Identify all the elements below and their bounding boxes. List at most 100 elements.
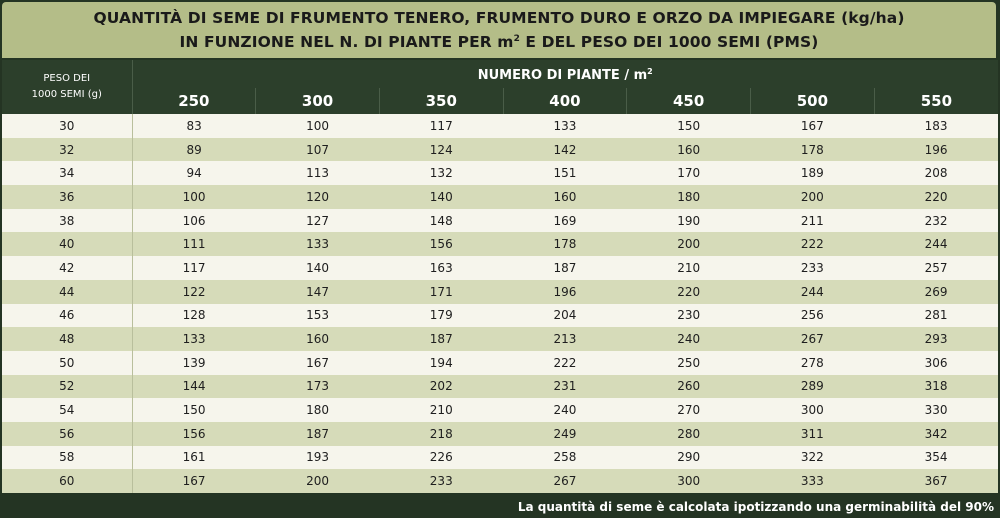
- value-cell: 333: [750, 469, 875, 493]
- table-row: 56 156 187 218 249 280 311 342: [2, 421, 998, 446]
- value-cell: 140: [255, 256, 380, 280]
- col-group-label: NUMERO DI PIANTE / m: [477, 68, 648, 83]
- value-cell: 200: [750, 185, 875, 209]
- value-cell: 167: [750, 114, 875, 138]
- value-cell: 210: [379, 398, 504, 422]
- value-cell: 269: [874, 279, 998, 304]
- value-cell: 240: [503, 398, 627, 422]
- value-cell: 193: [255, 445, 380, 470]
- value-cell: 196: [503, 279, 627, 304]
- table-row: 38 106 127 148 169 190 211 232: [2, 208, 998, 233]
- value-cell: 180: [626, 185, 751, 209]
- value-cell: 293: [874, 327, 998, 351]
- value-cell: 249: [503, 421, 627, 446]
- column-header: 450: [626, 88, 751, 114]
- value-cell: 117: [132, 256, 256, 280]
- column-header: 500: [750, 88, 875, 114]
- peso-cell: 58: [2, 445, 133, 470]
- value-cell: 133: [503, 114, 627, 138]
- title-box: QUANTITÀ DI SEME DI FRUMENTO TENERO, FRU…: [2, 2, 996, 58]
- value-cell: 187: [255, 421, 380, 446]
- value-cell: 160: [626, 137, 751, 162]
- value-cell: 142: [503, 137, 627, 162]
- peso-cell: 44: [2, 279, 133, 304]
- value-cell: 270: [626, 398, 751, 422]
- value-cell: 117: [379, 114, 504, 138]
- value-cell: 156: [379, 232, 504, 257]
- value-cell: 210: [626, 256, 751, 280]
- row-header-peso: PESO DEI 1000 SEMI (g): [2, 60, 133, 114]
- col-group-sup: 2: [647, 67, 653, 76]
- value-cell: 231: [503, 374, 627, 399]
- column-header: 550: [873, 88, 998, 114]
- value-cell: 89: [132, 137, 256, 162]
- value-cell: 127: [255, 208, 380, 233]
- peso-cell: 56: [2, 421, 133, 446]
- peso-cell: 30: [2, 114, 133, 138]
- value-cell: 300: [750, 398, 875, 422]
- value-cell: 187: [503, 256, 627, 280]
- value-cell: 208: [874, 161, 998, 186]
- value-cell: 107: [255, 137, 380, 162]
- value-cell: 187: [379, 327, 504, 351]
- table-row: 44 122 147 171 196 220 244 269: [2, 279, 998, 304]
- value-cell: 200: [626, 232, 751, 257]
- value-cell: 190: [626, 208, 751, 233]
- value-cell: 233: [379, 469, 504, 493]
- value-cell: 183: [874, 114, 998, 138]
- value-cell: 367: [874, 469, 998, 493]
- value-cell: 169: [503, 208, 627, 233]
- column-header: 300: [255, 88, 380, 114]
- value-cell: 153: [255, 303, 380, 328]
- value-cell: 244: [874, 232, 998, 257]
- value-cell: 133: [132, 327, 256, 351]
- value-cell: 124: [379, 137, 504, 162]
- value-cell: 218: [379, 421, 504, 446]
- table-row: 42 117 140 163 187 210 233 257: [2, 256, 998, 280]
- table-row: 60 167 200 233 267 300 333 367: [2, 469, 998, 493]
- value-cell: 140: [379, 185, 504, 209]
- value-cell: 139: [132, 350, 256, 375]
- value-cell: 278: [750, 350, 875, 375]
- value-cell: 330: [874, 398, 998, 422]
- value-cell: 148: [379, 208, 504, 233]
- value-cell: 250: [626, 350, 751, 375]
- value-cell: 133: [255, 232, 380, 257]
- col-group-header: NUMERO DI PIANTE / m2: [132, 60, 998, 88]
- peso-cell: 46: [2, 303, 133, 328]
- value-cell: 318: [874, 374, 998, 399]
- table-row: 40 111 133 156 178 200 222 244: [2, 232, 998, 257]
- value-cell: 342: [874, 421, 998, 446]
- value-cell: 230: [626, 303, 751, 328]
- value-cell: 204: [503, 303, 627, 328]
- title-line-2-sup: 2: [513, 33, 520, 44]
- column-header: 250: [132, 88, 256, 114]
- header-row-2: 250 300 350 400 450 500 550: [2, 88, 998, 114]
- value-cell: 100: [255, 114, 380, 138]
- value-cell: 160: [503, 185, 627, 209]
- value-cell: 290: [626, 445, 751, 470]
- peso-cell: 60: [2, 469, 133, 493]
- value-cell: 194: [379, 350, 504, 375]
- value-cell: 94: [132, 161, 256, 186]
- value-cell: 213: [503, 327, 627, 351]
- value-cell: 222: [750, 232, 875, 257]
- table-body: 30 83 100 117 133 150 167 183 32 89 107 124 142 160 17…: [2, 114, 998, 493]
- table-row: 36 100 120 140 160 180 200 220: [2, 185, 998, 209]
- value-cell: 106: [132, 208, 256, 233]
- value-cell: 179: [379, 303, 504, 328]
- peso-cell: 34: [2, 161, 133, 186]
- peso-cell: 36: [2, 185, 133, 209]
- row-header-line-2: 1000 SEMI (g): [31, 89, 102, 100]
- value-cell: 240: [626, 327, 751, 351]
- value-cell: 281: [874, 303, 998, 328]
- value-cell: 257: [874, 256, 998, 280]
- value-cell: 260: [626, 374, 751, 399]
- row-header-line-1: PESO DEI: [43, 73, 91, 84]
- value-cell: 147: [255, 279, 380, 304]
- value-cell: 267: [503, 469, 627, 493]
- value-cell: 220: [874, 185, 998, 209]
- value-cell: 202: [379, 374, 504, 399]
- value-cell: 128: [132, 303, 256, 328]
- value-cell: 120: [255, 185, 380, 209]
